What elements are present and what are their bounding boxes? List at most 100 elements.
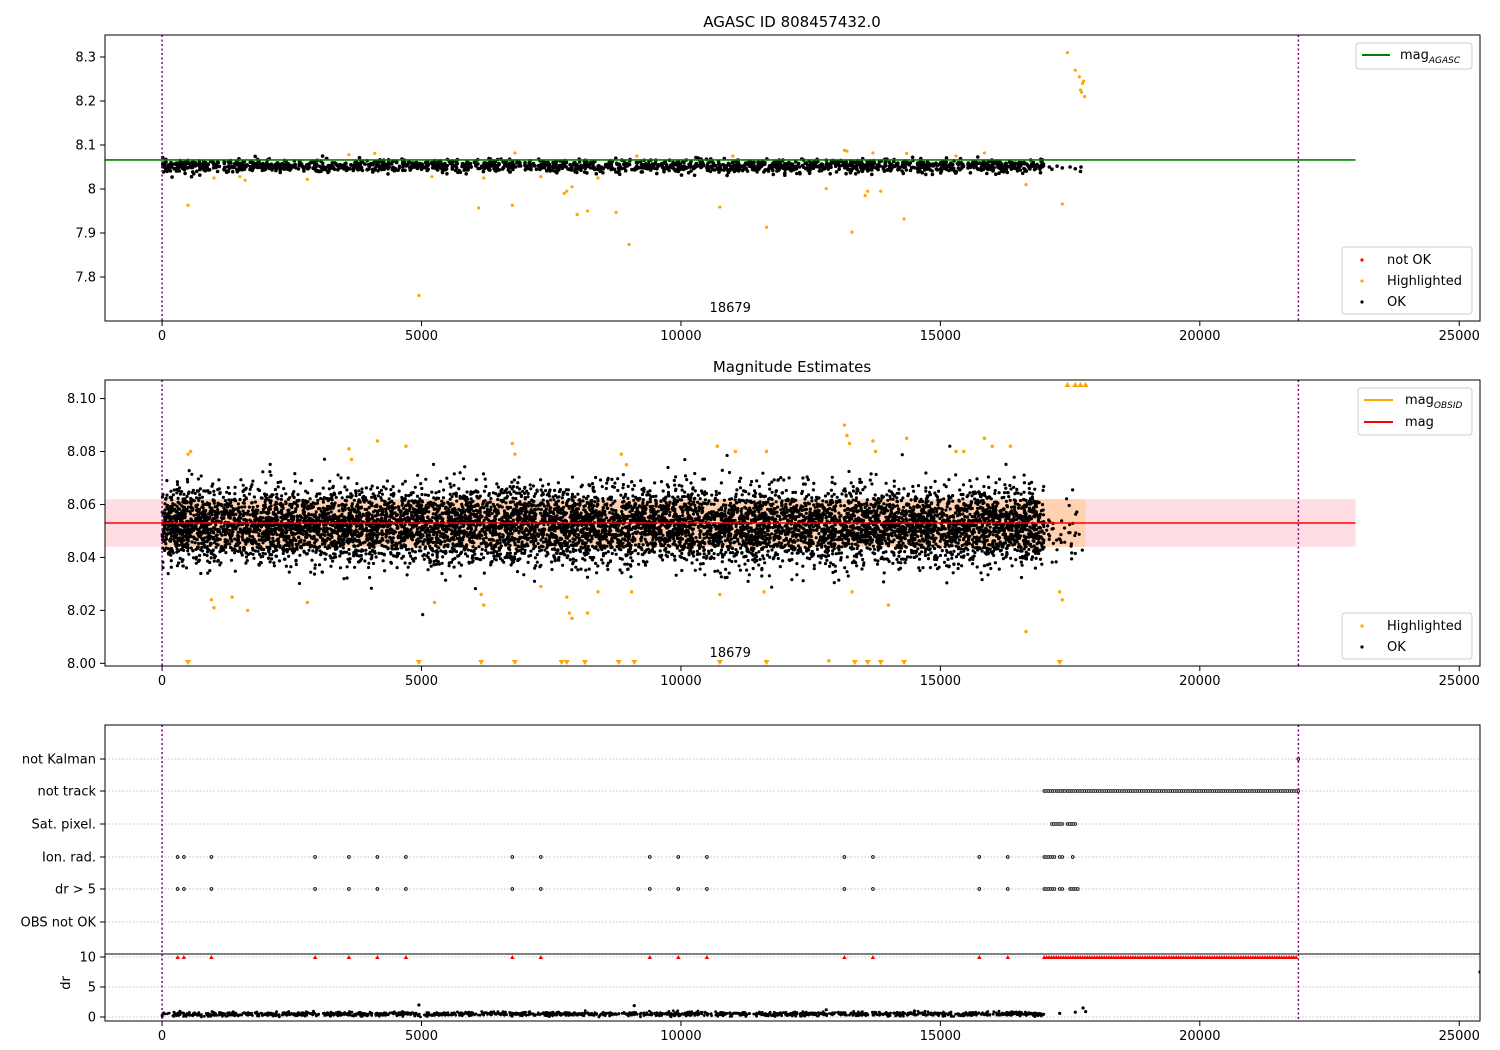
highlighted-point [575, 212, 579, 217]
ok-point [542, 166, 547, 170]
ok-point [724, 164, 729, 168]
ok-point [180, 166, 185, 171]
ok-point [211, 166, 216, 170]
ok-point [307, 164, 311, 169]
ok-point [1025, 162, 1029, 166]
ok-point [517, 475, 521, 479]
ok-point [1027, 486, 1031, 491]
ok-point [489, 505, 493, 509]
ok-point [774, 500, 778, 504]
ok-point [508, 170, 512, 174]
ok-point [226, 169, 231, 173]
ok-point [419, 167, 424, 172]
ok-point [680, 164, 685, 169]
ok-point [596, 164, 600, 168]
ok-point [701, 545, 705, 549]
ok-point [686, 170, 691, 175]
ok-point [208, 491, 212, 495]
ok-point [657, 514, 661, 518]
legend-top: magAGASC [1355, 42, 1473, 70]
data-layer [105, 35, 1356, 321]
ok-point [233, 537, 237, 541]
highlighted-point [905, 151, 909, 155]
ok-point [312, 572, 317, 576]
ok-point [1019, 560, 1023, 564]
ok-point [537, 165, 541, 169]
highlighted-point [863, 194, 867, 198]
ok-point [833, 482, 837, 486]
ok-point [353, 163, 357, 168]
ok-point [595, 167, 599, 171]
ok-point [513, 543, 517, 547]
ok-point [908, 555, 913, 559]
ok-point [796, 538, 800, 542]
ok-point [714, 493, 719, 497]
ok-point [931, 534, 935, 538]
highlighted-point [824, 186, 828, 191]
ok-point [506, 166, 511, 170]
highlighted-point [879, 189, 883, 193]
ok-point [546, 161, 550, 166]
ok-point [215, 169, 220, 174]
ok-point [784, 488, 788, 493]
highlighted-point [585, 209, 590, 213]
ok-point [317, 563, 322, 567]
ok-point [730, 160, 735, 165]
x-tick-label: 20000 [1179, 329, 1220, 344]
ok-point [627, 162, 632, 167]
ok-point [539, 478, 543, 482]
ok-point [170, 175, 174, 179]
ok-point [947, 478, 951, 482]
ok-point [734, 163, 739, 167]
ok-point [661, 533, 665, 537]
ok-point [469, 165, 474, 169]
ok-point [349, 163, 353, 167]
highlighted-point [842, 148, 846, 152]
ok-point [288, 496, 292, 500]
highlighted-point [1024, 183, 1028, 187]
ok-point [1004, 164, 1009, 168]
ok-point [573, 495, 577, 499]
ok-point [1019, 492, 1023, 496]
ok-point [683, 458, 687, 462]
legend-marker-highlighted [1360, 279, 1364, 283]
ok-point [836, 161, 841, 166]
ok-point [426, 568, 430, 572]
highlighted-point [186, 203, 190, 207]
ok-point [1041, 162, 1045, 167]
ok-point [883, 163, 888, 167]
ok-point [873, 558, 877, 562]
ok-point [882, 580, 886, 584]
ok-point [680, 551, 684, 556]
legend-marker-ok [1360, 300, 1364, 304]
ok-point [809, 166, 813, 170]
highlighted-point [243, 178, 247, 182]
ok-point [624, 161, 629, 166]
highlighted-point [871, 151, 875, 155]
ok-point [391, 485, 395, 489]
ok-point [403, 479, 407, 483]
ok-point [776, 166, 780, 171]
ok-point [949, 161, 953, 165]
ok-point [199, 165, 203, 170]
ok-point [402, 161, 407, 165]
y-tick-label: 8.3 [75, 51, 96, 66]
ok-point [341, 546, 345, 550]
ok-point [1005, 170, 1010, 175]
ok-point [381, 159, 385, 164]
highlighted-point [866, 189, 870, 193]
ok-point [275, 161, 280, 165]
ok-point [647, 164, 652, 168]
legend-marker-not-ok [1360, 258, 1364, 262]
ok-point [585, 171, 589, 175]
ok-point [708, 164, 713, 169]
ok-point [1033, 566, 1037, 570]
ok-point [523, 485, 527, 489]
ok-point [943, 553, 948, 558]
ok-point [310, 478, 314, 483]
ok-point [919, 161, 924, 165]
ok-point [207, 168, 212, 172]
ok-point [1010, 161, 1015, 166]
ok-point [435, 161, 440, 166]
ok-point [920, 171, 925, 175]
